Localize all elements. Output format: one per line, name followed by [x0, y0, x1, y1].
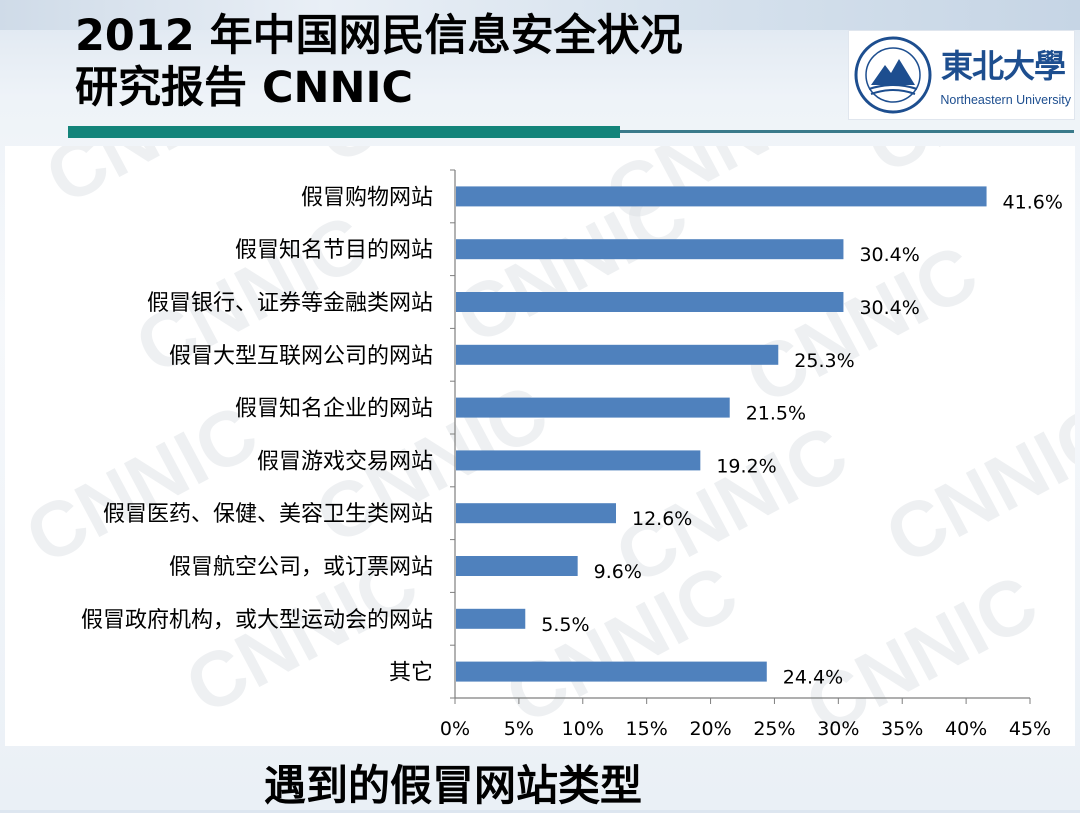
title-line-1: 2012 年中国网民信息安全状况	[75, 11, 683, 61]
category-label: 假冒知名节目的网站	[235, 238, 433, 263]
watermark-text: CNNIC	[12, 387, 271, 581]
chart-caption: 遇到的假冒网站类型	[263, 761, 642, 810]
top-band	[0, 0, 1080, 30]
data-label: 24.4%	[783, 667, 843, 689]
bar	[456, 503, 616, 524]
x-tick-label: 5%	[504, 718, 534, 740]
title-underline-bar	[68, 126, 620, 138]
watermark-text: CNNIC	[302, 146, 561, 181]
data-label: 21.5%	[746, 403, 806, 425]
seal-icon	[854, 36, 932, 114]
category-label: 假冒知名企业的网站	[235, 397, 433, 422]
bar	[456, 344, 779, 365]
data-label: 5.5%	[541, 614, 589, 636]
watermark-text: CNNIC	[32, 146, 291, 221]
bar	[456, 397, 730, 418]
x-tick-label: 25%	[753, 718, 795, 740]
logo-english-name: Northeastern University	[940, 93, 1071, 107]
x-tick-label: 30%	[817, 718, 859, 740]
bar	[456, 608, 526, 629]
x-tick-label: 0%	[440, 718, 470, 740]
category-label: 假冒航空公司，或订票网站	[169, 555, 433, 580]
data-label: 30.4%	[859, 244, 919, 266]
watermark-text: CNNIC	[852, 146, 1075, 191]
x-tick-label: 20%	[689, 718, 731, 740]
data-label: 41.6%	[1003, 191, 1063, 213]
title-line-2: 研究报告 CNNIC	[75, 63, 414, 113]
category-label: 其它	[389, 661, 433, 686]
bar	[456, 556, 578, 576]
slide-title: 2012 年中国网民信息安全状况 研究报告 CNNIC	[75, 10, 835, 114]
x-tick-label: 45%	[1009, 718, 1051, 740]
bar	[456, 661, 767, 682]
title-underline-rule	[620, 130, 1074, 133]
university-logo: 東北大學 Northeastern University	[848, 30, 1075, 120]
category-label: 假冒银行、证券等金融类网站	[147, 291, 433, 316]
data-label: 19.2%	[716, 455, 776, 477]
category-label: 假冒政府机构，或大型运动会的网站	[81, 608, 433, 633]
bar	[456, 292, 844, 312]
bar	[456, 186, 987, 207]
category-label: 假冒医药、保健、美容卫生类网站	[103, 502, 433, 527]
chart-panel: CNNIC CNNIC CNNIC CNNIC CNNIC CNNIC CNNIC CNNIC…	[5, 146, 1075, 746]
category-label: 假冒大型互联网公司的网站	[169, 344, 433, 369]
watermark-text: CNNIC	[872, 387, 1075, 581]
data-label: 30.4%	[859, 297, 919, 319]
x-tick-label: 15%	[626, 718, 668, 740]
category-label: 假冒购物网站	[301, 185, 433, 210]
data-label: 12.6%	[632, 508, 692, 530]
data-label: 9.6%	[594, 561, 642, 583]
x-tick-label: 10%	[562, 718, 604, 740]
bar	[456, 450, 701, 471]
x-tick-label: 35%	[881, 718, 923, 740]
data-label: 25.3%	[794, 350, 854, 372]
bar	[456, 239, 844, 260]
logo-chinese-name: 東北大學	[941, 47, 1066, 85]
category-label: 假冒游戏交易网站	[257, 449, 433, 474]
x-tick-label: 40%	[945, 718, 987, 740]
